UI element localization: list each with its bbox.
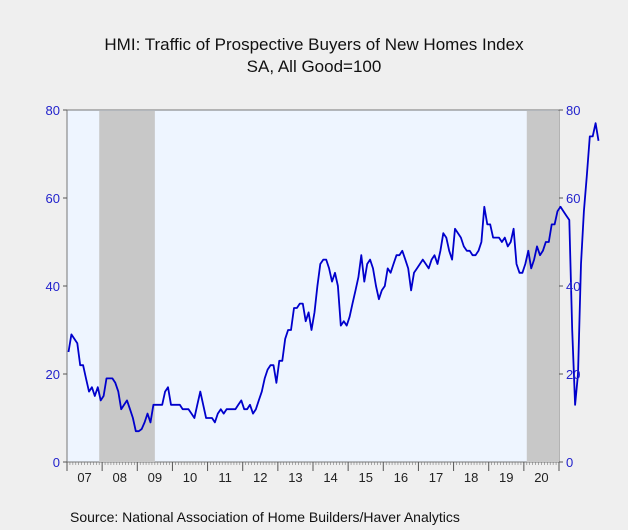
chart-subtitle: SA, All Good=100: [246, 57, 382, 76]
x-tick-label: 13: [288, 470, 302, 485]
recession-shading: [99, 111, 559, 462]
y-tick-label-left: 40: [46, 279, 60, 294]
source-note: Source: National Association of Home Bui…: [70, 509, 460, 525]
x-tick-label: 11: [218, 470, 232, 485]
series-line-layer: [67, 122, 600, 433]
x-tick-label: 16: [394, 470, 408, 485]
recession-band-2: [526, 111, 559, 462]
x-tick-label: 08: [112, 470, 126, 485]
y-tick-label-right: 40: [566, 279, 580, 294]
x-tick-label: 19: [499, 470, 513, 485]
y-tick-label-right: 20: [566, 367, 580, 382]
x-tick-label: 20: [534, 470, 548, 485]
y-tick-label-right: 80: [566, 103, 580, 118]
x-tick-label: 09: [148, 470, 162, 485]
chart-title: HMI: Traffic of Prospective Buyers of Ne…: [104, 35, 524, 54]
y-tick-label-right: 60: [566, 191, 580, 206]
y-tick-label-right: 0: [566, 455, 573, 470]
y-tick-label-left: 80: [46, 103, 60, 118]
x-tick-label: 17: [429, 470, 443, 485]
axes: 0 0 20 20 40 40 60 60 80 80 07 08 09 10 11 12 13 14 15 16 17…: [46, 103, 581, 485]
series-line-1: [67, 122, 600, 433]
y-tick-label-left: 0: [53, 455, 60, 470]
x-tick-label: 07: [77, 470, 91, 485]
y-tick-label-left: 60: [46, 191, 60, 206]
x-tick-label: 12: [253, 470, 267, 485]
x-tick-label: 10: [183, 470, 197, 485]
y-tick-label-left: 20: [46, 367, 60, 382]
x-tick-label: 18: [464, 470, 478, 485]
x-tick-label: 15: [358, 470, 372, 485]
x-tick-label: 14: [323, 470, 337, 485]
recession-band-1: [99, 111, 155, 462]
